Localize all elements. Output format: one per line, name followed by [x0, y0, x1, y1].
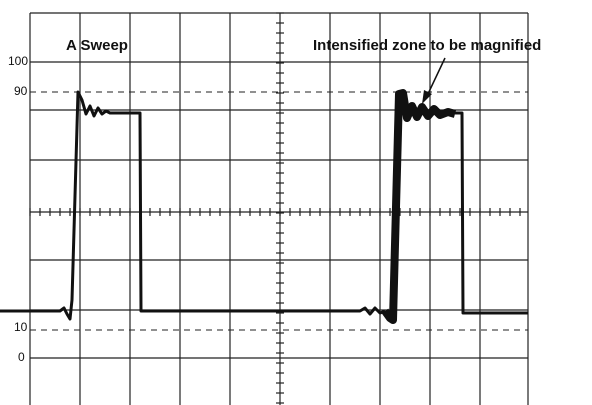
waveform [0, 92, 385, 319]
oscilloscope-diagram: 100 90 10 0 A Sweep Intensified zone to … [0, 0, 592, 405]
waveform-tail [455, 113, 528, 313]
scale-label: 10 [14, 320, 28, 334]
graticule [30, 13, 528, 405]
scale-label: 100 [8, 54, 28, 68]
scale-label: 90 [14, 84, 28, 98]
sweep-label: A Sweep [66, 37, 128, 54]
scale-label: 0 [18, 350, 25, 364]
zone-label: Intensified zone to be magnified [313, 37, 541, 54]
intensified-waveform [385, 93, 455, 320]
